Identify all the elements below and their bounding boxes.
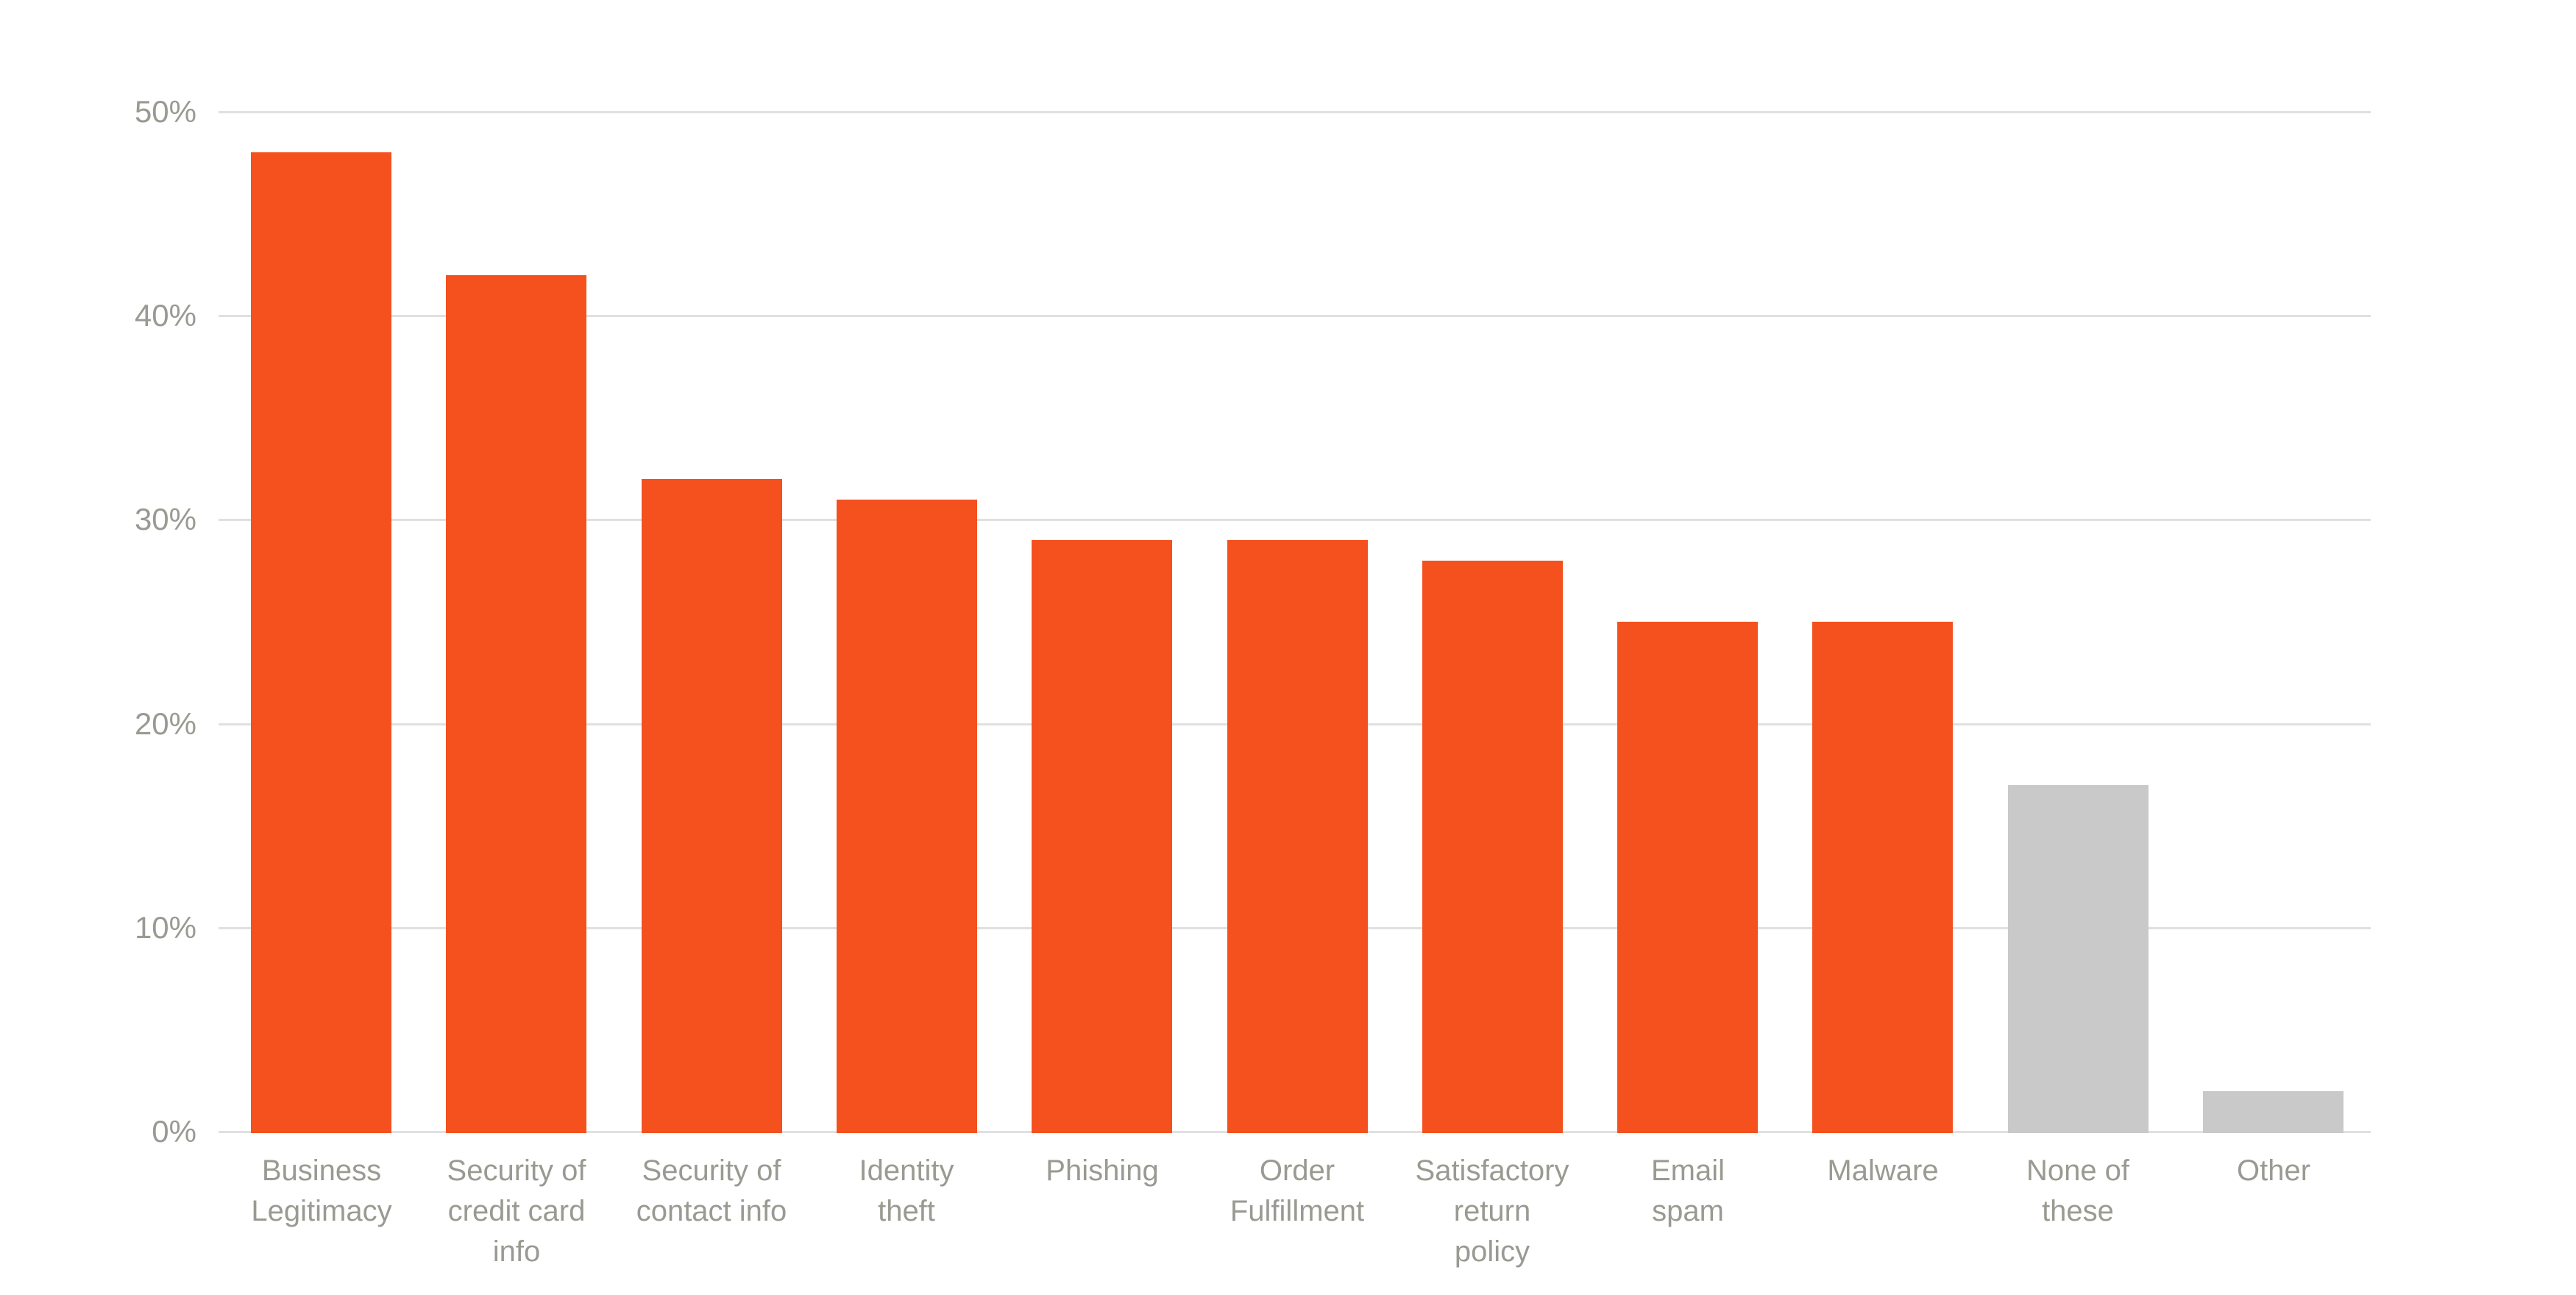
bar[interactable] (1227, 540, 1368, 1133)
bar[interactable] (1422, 561, 1563, 1133)
x-axis-category-label: Satisfactory return policy (1415, 1154, 1569, 1268)
gridline (219, 315, 2371, 317)
x-axis-category-label: Identity theft (859, 1154, 954, 1227)
y-axis-tick-label: 40% (134, 298, 196, 333)
x-axis-category-label: Security of contact info (636, 1154, 787, 1227)
x-axis-category-label: Security of credit card info (447, 1154, 586, 1268)
y-axis-tick-label: 10% (134, 910, 196, 945)
x-axis-category-label: Malware (1827, 1154, 1939, 1187)
x-axis-category-label: Other (2236, 1154, 2311, 1187)
bar[interactable] (1617, 622, 1758, 1133)
bar[interactable] (446, 275, 586, 1133)
x-axis-category-label: None of these (2026, 1154, 2130, 1227)
bar[interactable] (2203, 1091, 2343, 1133)
y-axis-tick-label: 50% (134, 94, 196, 129)
bar[interactable] (837, 500, 977, 1133)
gridline (219, 519, 2371, 521)
x-axis-category-label: Email spam (1650, 1154, 1725, 1227)
bar[interactable] (1032, 540, 1172, 1133)
bar[interactable] (642, 479, 782, 1133)
bar[interactable] (251, 152, 391, 1133)
gridline (219, 111, 2371, 113)
y-axis-tick-label: 20% (134, 706, 196, 741)
bar[interactable] (2008, 785, 2149, 1133)
x-axis-category-label: Phishing (1046, 1154, 1159, 1187)
x-axis-category-label: Business Legitimacy (251, 1154, 392, 1227)
y-axis-tick-label: 30% (134, 502, 196, 536)
bar[interactable] (1812, 622, 1953, 1133)
y-axis-tick-label: 0% (152, 1114, 196, 1149)
x-axis-category-label: Order Fulfillment (1230, 1154, 1365, 1227)
